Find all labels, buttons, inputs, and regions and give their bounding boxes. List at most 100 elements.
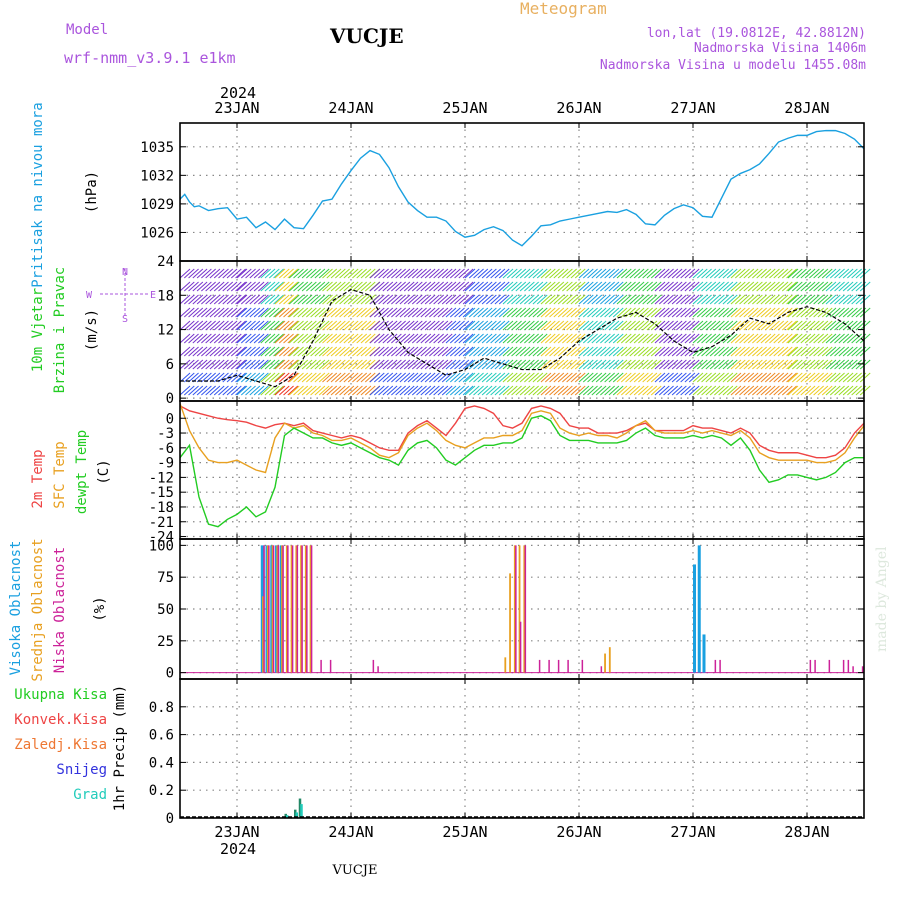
clouds-y-tick-label: 25 xyxy=(157,634,174,650)
wind-barb-stroke xyxy=(201,281,212,292)
wind-barb-stroke xyxy=(781,268,793,279)
wind-barb-stroke xyxy=(544,372,556,383)
cloud-mid-bar xyxy=(276,545,279,673)
wind-barb-stroke xyxy=(301,372,313,383)
wind-barb-stroke xyxy=(809,359,820,370)
wind-barb-stroke xyxy=(671,359,683,370)
wind-barb-stroke xyxy=(821,385,833,396)
wind-barb-stroke xyxy=(642,346,653,357)
wind-barb-stroke xyxy=(847,359,858,370)
wind-barb-stroke xyxy=(429,281,440,292)
cloud-low-bar xyxy=(329,659,332,673)
wind-barb-stroke xyxy=(734,320,746,331)
wind-barb-stroke xyxy=(756,346,767,357)
precip-total-bar xyxy=(284,813,287,818)
wind-barb-stroke xyxy=(326,333,338,344)
wind-barb-stroke xyxy=(283,307,294,318)
wind-barb-stroke xyxy=(773,385,785,396)
wind-barb-stroke xyxy=(352,385,363,396)
temp-y-tick-label: -12 xyxy=(149,470,174,486)
wind-barb-stroke xyxy=(235,346,246,357)
wind-barb-stroke xyxy=(532,307,544,318)
cloud-mid-bar xyxy=(523,545,526,673)
wind-barb-stroke xyxy=(536,281,548,292)
wind-barb-stroke xyxy=(222,307,234,318)
wind-barb-stroke xyxy=(287,320,299,331)
pressure-series xyxy=(179,129,865,247)
wind-barb-stroke xyxy=(468,294,480,305)
wind-barb-stroke xyxy=(334,372,346,383)
wind-barb-stroke xyxy=(429,372,440,383)
wind-barb-stroke xyxy=(306,307,317,318)
watermark: made by Angel xyxy=(874,546,890,652)
wind-barb-stroke xyxy=(595,268,607,279)
wind-barb-stroke xyxy=(260,307,272,318)
wind-barb-stroke xyxy=(445,294,457,305)
wind-barb-stroke xyxy=(429,268,440,279)
wind-barb-stroke xyxy=(458,281,470,292)
wind-barb-stroke xyxy=(395,372,406,383)
wind-barb-stroke xyxy=(553,333,565,344)
wind-barb-stroke xyxy=(249,372,261,383)
wind-barb-stroke xyxy=(838,372,850,383)
wind-barb-stroke xyxy=(468,268,480,279)
wind-barb-stroke xyxy=(608,294,620,305)
wind-barb-stroke xyxy=(859,372,871,383)
temp-y-tick-label: -18 xyxy=(149,500,174,516)
wind-barb-stroke xyxy=(676,307,687,318)
wind-barb-stroke xyxy=(834,320,845,331)
wind-barb-stroke xyxy=(494,268,506,279)
wind-barb-stroke xyxy=(671,385,683,396)
wind-barb-stroke xyxy=(416,320,427,331)
wind-barb-stroke xyxy=(226,268,238,279)
wind-barb-stroke xyxy=(620,294,632,305)
wind-barb-stroke xyxy=(477,320,489,331)
wind-barb-stroke xyxy=(582,294,594,305)
wind-barb-stroke xyxy=(188,372,199,383)
wind-barb-stroke xyxy=(347,320,359,331)
wind-barb-stroke xyxy=(515,385,527,396)
wind-barb-stroke xyxy=(680,385,691,396)
wind-barb-stroke xyxy=(334,346,346,357)
wind-barb-stroke xyxy=(196,294,208,305)
wind-barb-stroke xyxy=(343,281,355,292)
precip-grad-bar xyxy=(300,804,303,818)
wind-barb-stroke xyxy=(343,372,355,383)
wind-barb-stroke xyxy=(420,294,432,305)
wind-barb-stroke xyxy=(343,346,355,357)
wind-barb-stroke xyxy=(297,320,309,331)
wind-barb-stroke xyxy=(705,333,717,344)
wind-barb-stroke xyxy=(519,320,531,331)
precip-grad-bar xyxy=(295,812,298,818)
wind-barb-stroke xyxy=(825,359,837,370)
wind-barb-stroke xyxy=(570,372,582,383)
wind-barb-stroke xyxy=(310,372,321,383)
wind-barb-stroke xyxy=(360,268,372,279)
wind-barb-stroke xyxy=(817,320,829,331)
wind-barb-stroke xyxy=(473,281,484,292)
wind-barb-stroke xyxy=(301,385,313,396)
wind-barb-stroke xyxy=(791,346,803,357)
wind-barb-stroke xyxy=(464,385,476,396)
wind-barb-stroke xyxy=(813,372,824,383)
wind-barb-stroke xyxy=(515,268,527,279)
wind-barb-stroke xyxy=(809,268,820,279)
wind-barb-stroke xyxy=(718,294,729,305)
wind-barb-stroke xyxy=(796,333,807,344)
wind-barb-stroke xyxy=(506,294,518,305)
wind-barb-stroke xyxy=(369,372,381,383)
wind-barb-stroke xyxy=(192,268,204,279)
wind-barb-stroke xyxy=(524,333,535,344)
wind-barb-stroke xyxy=(680,359,691,370)
wind-barb-stroke xyxy=(781,385,793,396)
wind-barb-stroke xyxy=(705,281,717,292)
precip-y-tick-label: 0 xyxy=(166,811,174,827)
wind-barb-stroke xyxy=(273,294,284,305)
wind-barb-stroke xyxy=(676,359,687,370)
wind-barb-stroke xyxy=(378,385,389,396)
wind-barb-stroke xyxy=(654,333,666,344)
wind-barb-stroke xyxy=(587,385,598,396)
wind-barb-stroke xyxy=(587,307,598,318)
wind-barb-stroke xyxy=(851,385,862,396)
wind-barb-stroke xyxy=(477,385,489,396)
